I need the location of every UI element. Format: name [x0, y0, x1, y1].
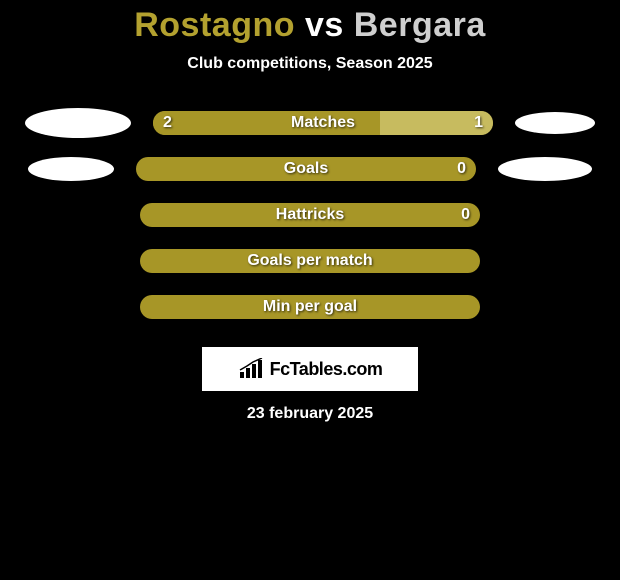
stat-label: Min per goal — [263, 298, 357, 316]
stat-label: Matches — [291, 114, 355, 132]
stat-rows: Matches 2 1 Goals 0 Hattricks 0 Goals per match… — [12, 111, 608, 341]
stat-label: Hattricks — [276, 206, 344, 224]
logo-text: FcTables.com — [270, 359, 383, 380]
subtitle: Club competitions, Season 2025 — [187, 55, 432, 73]
stat-bar: Min per goal — [140, 295, 480, 319]
stat-bar: Goals 0 — [136, 157, 476, 181]
player1-ellipse — [28, 157, 114, 181]
logo-box: FcTables.com — [202, 347, 418, 391]
stat-bar: Matches 2 1 — [153, 111, 493, 135]
stat-label: Goals — [284, 160, 328, 178]
logo-inner: FcTables.com — [238, 358, 383, 380]
stat-value-left: 2 — [163, 114, 172, 132]
stat-row: Hattricks 0 — [12, 203, 608, 227]
chart-icon — [238, 358, 266, 380]
date-text: 23 february 2025 — [247, 405, 373, 423]
stat-value-right: 0 — [461, 206, 470, 224]
stat-value-right: 1 — [474, 114, 483, 132]
stat-row: Goals 0 — [12, 157, 608, 181]
stat-row: Goals per match — [12, 249, 608, 273]
stat-row: Min per goal — [12, 295, 608, 319]
stat-value-right: 0 — [457, 160, 466, 178]
infographic-container: Rostagno vs Bergara Club competitions, S… — [0, 0, 620, 423]
stat-label: Goals per match — [247, 252, 372, 270]
player1-name: Rostagno — [134, 6, 295, 44]
page-title: Rostagno vs Bergara — [134, 6, 486, 45]
vs-text: vs — [305, 6, 344, 44]
player2-ellipse — [515, 112, 595, 134]
stat-bar: Hattricks 0 — [140, 203, 480, 227]
player1-ellipse — [25, 108, 131, 138]
player2-ellipse — [498, 157, 592, 181]
stat-row: Matches 2 1 — [12, 111, 608, 135]
player2-name: Bergara — [354, 6, 486, 44]
stat-bar: Goals per match — [140, 249, 480, 273]
